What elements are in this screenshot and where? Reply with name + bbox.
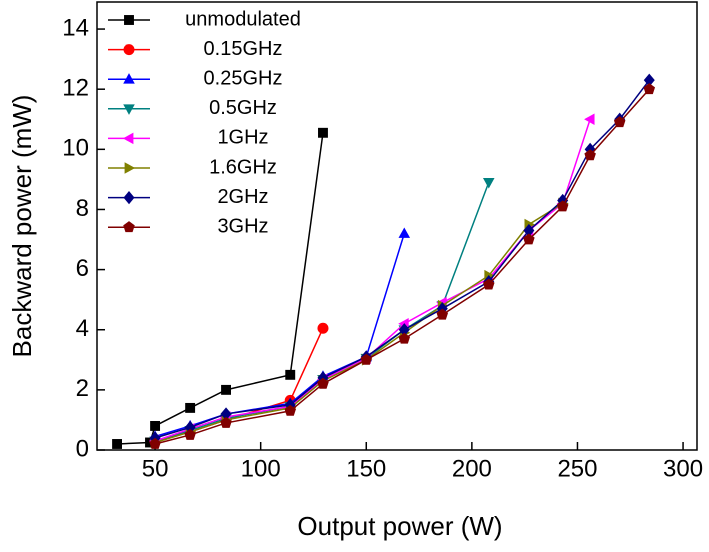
marker — [643, 83, 656, 95]
marker — [184, 428, 196, 440]
series-line — [154, 327, 324, 442]
marker — [556, 200, 569, 212]
marker — [360, 353, 373, 365]
legend-label: 1.6GHz — [209, 156, 277, 178]
marker — [221, 384, 231, 395]
marker — [220, 416, 232, 428]
marker — [124, 15, 134, 25]
marker — [123, 44, 135, 56]
marker — [523, 233, 535, 245]
y-tick-label: 4 — [76, 315, 89, 342]
marker — [317, 377, 329, 389]
marker — [398, 332, 411, 344]
y-axis-label: Backward power (mW) — [7, 95, 37, 358]
x-tick-label: 250 — [557, 455, 597, 482]
marker — [123, 221, 135, 233]
y-tick-label: 12 — [62, 75, 89, 102]
x-tick-label: 50 — [142, 455, 169, 482]
legend-label: 0.5GHz — [209, 97, 277, 119]
marker — [122, 132, 134, 145]
marker — [398, 227, 411, 238]
marker — [483, 278, 495, 290]
marker — [584, 149, 596, 161]
y-tick-label: 6 — [76, 255, 89, 282]
marker — [184, 420, 196, 435]
marker — [123, 191, 135, 205]
y-tick-label: 14 — [62, 14, 89, 41]
y-tick-label: 8 — [76, 195, 89, 222]
marker — [220, 407, 232, 421]
x-axis-label: Output power (W) — [297, 511, 502, 541]
legend-label: unmodulated — [185, 8, 301, 30]
marker — [112, 439, 123, 449]
marker — [123, 73, 135, 84]
marker — [185, 402, 196, 413]
marker — [523, 223, 535, 238]
marker — [436, 308, 449, 320]
marker — [150, 420, 161, 431]
marker — [318, 127, 328, 138]
x-tick-label: 100 — [241, 455, 281, 482]
marker — [398, 323, 410, 337]
x-tick-label: 150 — [346, 455, 386, 482]
legend-label: 1GHz — [217, 127, 268, 149]
marker — [123, 104, 135, 115]
marker — [584, 113, 595, 126]
series-line — [154, 88, 650, 445]
legend-label: 3GHz — [217, 215, 268, 237]
y-tick-label: 0 — [76, 435, 89, 462]
series-line — [154, 202, 564, 444]
marker — [317, 322, 329, 334]
x-tick-label: 200 — [452, 455, 492, 482]
marker — [613, 116, 626, 128]
marker — [482, 178, 495, 189]
marker — [643, 73, 655, 87]
legend-label: 0.15GHz — [204, 38, 283, 60]
legend-label: 0.25GHz — [204, 67, 283, 89]
marker — [124, 162, 136, 174]
plot-frame — [96, 1, 698, 451]
marker — [285, 369, 296, 380]
y-tick-label: 10 — [62, 135, 89, 162]
legend-label: 2GHz — [217, 186, 268, 208]
x-tick-label: 300 — [663, 455, 703, 482]
y-tick-label: 2 — [76, 375, 89, 402]
series-line — [154, 79, 650, 439]
marker — [149, 437, 161, 449]
marker — [284, 404, 296, 416]
